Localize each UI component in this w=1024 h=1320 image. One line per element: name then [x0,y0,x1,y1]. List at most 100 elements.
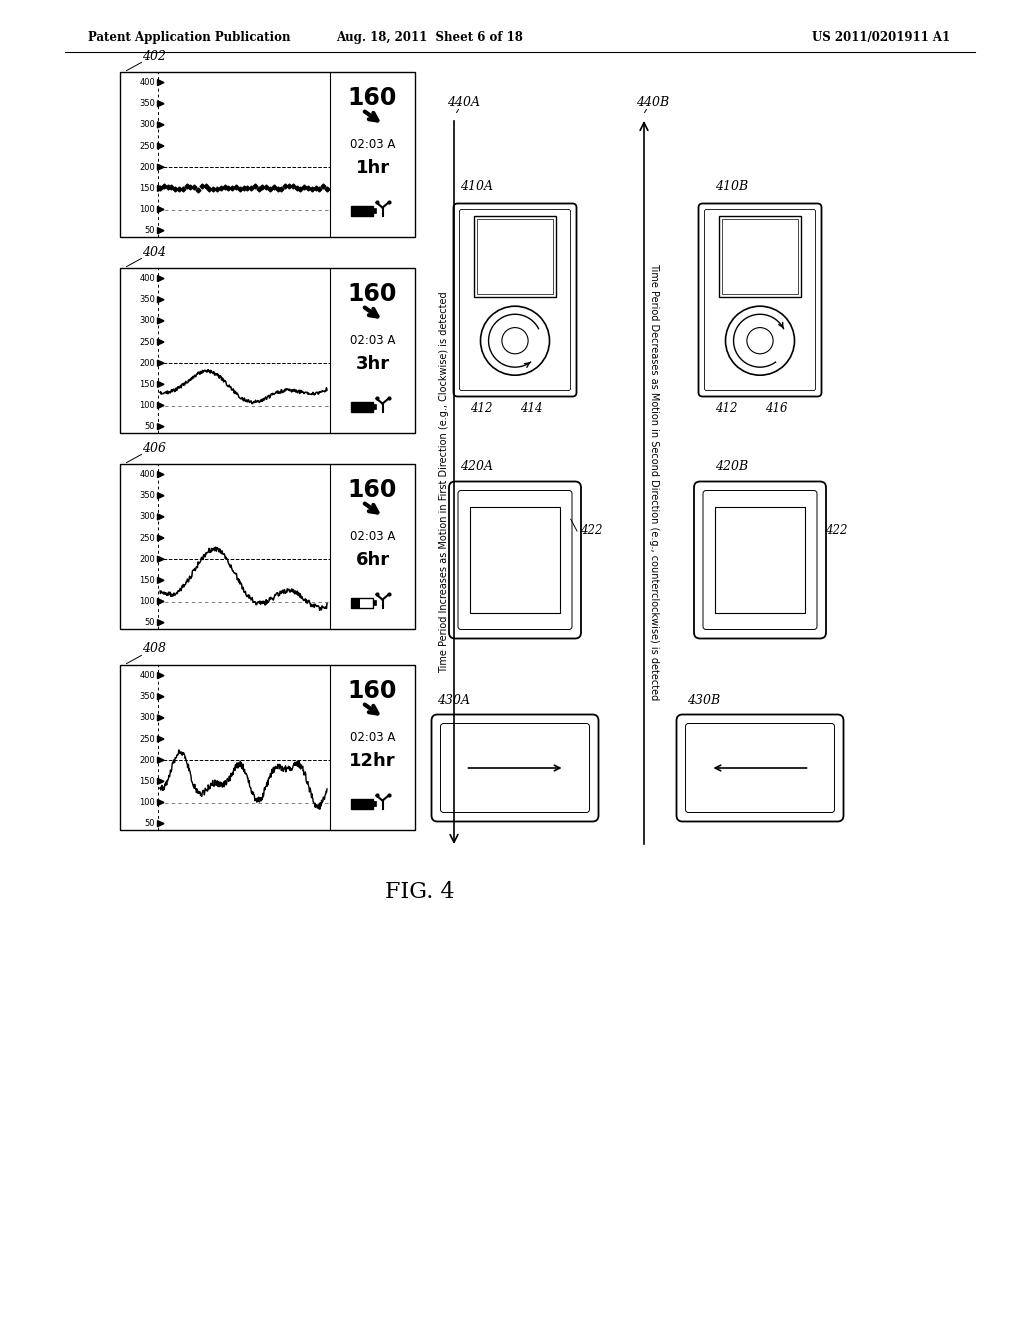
Text: 160: 160 [348,680,397,704]
Text: 300: 300 [139,512,155,521]
Polygon shape [158,471,164,478]
FancyBboxPatch shape [458,491,572,630]
Text: 440A: 440A [447,95,480,108]
Polygon shape [158,424,164,429]
Polygon shape [158,164,164,170]
Polygon shape [158,318,164,323]
Text: 408: 408 [142,643,166,656]
Bar [350,598,373,607]
Text: 150: 150 [139,576,155,585]
Text: 300: 300 [139,713,155,722]
Text: 50: 50 [144,618,155,627]
Polygon shape [158,492,164,499]
Bar [373,404,376,409]
FancyBboxPatch shape [703,491,817,630]
Text: 250: 250 [139,338,155,347]
Text: 02:03 A: 02:03 A [350,531,395,543]
Bar [120,73,415,238]
Text: 412: 412 [715,403,737,416]
Text: 422: 422 [580,524,602,537]
Text: Aug. 18, 2011  Sheet 6 of 18: Aug. 18, 2011 Sheet 6 of 18 [337,30,523,44]
Text: 100: 100 [139,205,155,214]
Text: 400: 400 [139,78,155,87]
Polygon shape [158,779,164,784]
Text: 160: 160 [348,282,397,306]
FancyBboxPatch shape [698,203,821,396]
Bar [719,215,802,297]
Text: 150: 150 [139,380,155,389]
Text: 412: 412 [470,403,493,416]
Bar [470,507,560,612]
Text: 420B: 420B [715,461,749,474]
Polygon shape [158,821,164,826]
Bar [350,598,360,607]
Text: 404: 404 [142,246,166,259]
FancyBboxPatch shape [685,723,835,813]
Text: 300: 300 [139,317,155,326]
Text: 150: 150 [139,183,155,193]
Text: FIG. 4: FIG. 4 [385,880,455,903]
Polygon shape [158,100,164,107]
Polygon shape [158,800,164,805]
Text: 422: 422 [825,524,848,537]
Polygon shape [158,758,164,763]
Text: 200: 200 [139,554,155,564]
FancyBboxPatch shape [431,714,598,821]
Text: 1hr: 1hr [355,158,389,177]
Polygon shape [158,619,164,626]
Text: 406: 406 [142,441,166,454]
Text: US 2011/0201911 A1: US 2011/0201911 A1 [812,30,950,44]
Bar [120,465,415,630]
Text: 160: 160 [348,478,397,503]
Circle shape [746,327,773,354]
Text: 440B: 440B [636,95,669,108]
Bar [350,401,373,412]
Polygon shape [158,694,164,700]
Polygon shape [158,556,164,562]
Text: 100: 100 [139,401,155,411]
FancyBboxPatch shape [454,203,577,396]
Polygon shape [158,121,164,128]
Text: 430B: 430B [687,693,721,706]
Text: Time Period Increases as Motion in First Direction (e.g., Clockwise) is detected: Time Period Increases as Motion in First… [439,292,449,673]
Text: 402: 402 [142,49,166,62]
Bar [350,206,373,215]
Text: 100: 100 [139,799,155,807]
Polygon shape [158,715,164,721]
Text: 410B: 410B [715,181,749,194]
Text: 160: 160 [348,86,397,111]
Bar [715,507,805,612]
Polygon shape [158,673,164,678]
Polygon shape [158,381,164,387]
Bar [373,209,376,213]
Bar [350,799,373,809]
Text: 12hr: 12hr [349,751,396,770]
Text: 50: 50 [144,226,155,235]
Circle shape [480,306,550,375]
Text: 416: 416 [765,403,787,416]
Bar [722,219,799,294]
Polygon shape [158,598,164,605]
FancyBboxPatch shape [449,482,581,639]
Text: 50: 50 [144,820,155,828]
Bar [373,801,376,807]
Text: 420A: 420A [460,461,493,474]
Polygon shape [158,360,164,366]
Polygon shape [158,737,164,742]
Text: 400: 400 [139,275,155,282]
FancyBboxPatch shape [705,210,815,391]
FancyBboxPatch shape [440,723,590,813]
Text: 200: 200 [139,359,155,368]
Text: Patent Application Publication: Patent Application Publication [88,30,291,44]
FancyBboxPatch shape [677,714,844,821]
Polygon shape [158,79,164,86]
Text: 02:03 A: 02:03 A [350,334,395,347]
Text: 350: 350 [139,692,155,701]
Polygon shape [158,276,164,281]
Bar [373,601,376,605]
Polygon shape [158,339,164,345]
Text: 414: 414 [520,403,543,416]
Text: 150: 150 [139,777,155,785]
Text: 400: 400 [139,671,155,680]
Polygon shape [158,535,164,541]
